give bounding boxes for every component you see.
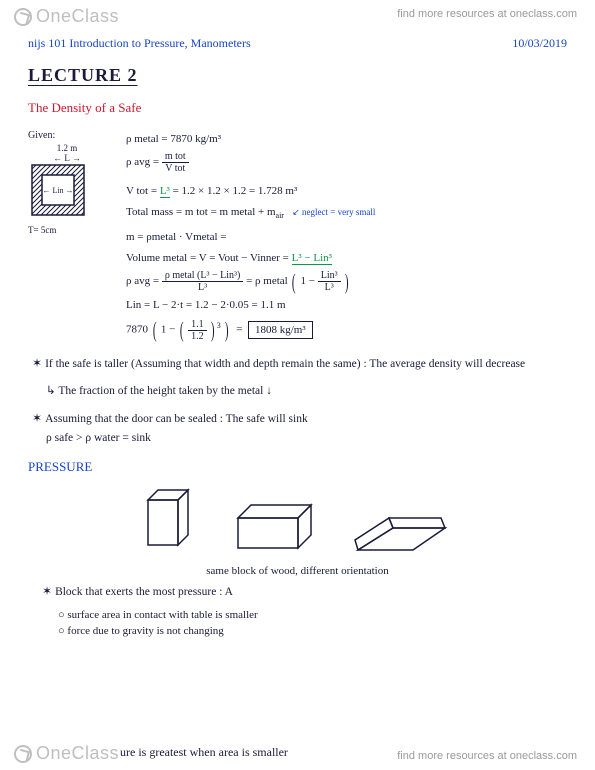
eq-rho-avg: ρ avg = m totV tot xyxy=(126,151,567,174)
dim-L: L xyxy=(64,153,69,163)
dim-T: T= 5cm xyxy=(28,225,106,235)
eq-m: m = ρmetal · Vmetal = xyxy=(126,228,567,246)
lecture-topic: Introduction to Pressure, Manometers xyxy=(69,36,250,50)
blocks-caption: same block of wood, different orientatio… xyxy=(28,565,567,577)
blocks-diagram xyxy=(28,485,567,555)
pressure-bullet-1: surface area in contact with table is sm… xyxy=(58,607,567,623)
block-c-icon xyxy=(353,510,453,555)
note-fraction: The fraction of the height taken by the … xyxy=(46,383,567,400)
safe-diagram: Given: 1.2 m ← L → ← Lin → T= 5cm xyxy=(28,130,106,235)
section-pressure: PRESSURE xyxy=(28,459,567,475)
eq-vtot: V tot = L³ = 1.2 × 1.2 × 1.2 = 1.728 m³ xyxy=(126,182,567,200)
equations: ρ metal = 7870 kg/m³ ρ avg = m totV tot … xyxy=(126,130,567,345)
pressure-note-1: Block that exerts the most pressure : A xyxy=(42,583,567,601)
page-header: nijs 101 Introduction to Pressure, Manom… xyxy=(28,36,567,51)
course-code: nijs 101 xyxy=(28,36,66,50)
page-content: nijs 101 Introduction to Pressure, Manom… xyxy=(0,0,595,679)
brand-text: OneClass xyxy=(36,743,119,764)
header-left: nijs 101 Introduction to Pressure, Manom… xyxy=(28,36,251,51)
note-sink-eq: ρ safe > ρ water = sink xyxy=(46,430,567,447)
svg-text:← Lin →: ← Lin → xyxy=(42,186,73,195)
final-answer: 1808 kg/m³ xyxy=(248,321,313,339)
logo-icon xyxy=(14,8,32,26)
dim-top: 1.2 m xyxy=(28,143,106,153)
eq-mtot: Total mass = m tot = m metal + mair ↙ ne… xyxy=(126,203,567,225)
brand-text: OneClass xyxy=(36,6,119,27)
eq-rho-metal: ρ metal = 7870 kg/m³ xyxy=(126,130,567,148)
header-date: 10/03/2019 xyxy=(512,36,567,51)
eq-final: 7870 ( 1 − ( 1.11.2 )3 ) = 1808 kg/m³ xyxy=(126,317,567,342)
cutoff-text: ure is greatest when area is smaller xyxy=(120,745,288,760)
block-b-icon xyxy=(233,500,323,555)
safe-svg: ← Lin → xyxy=(28,163,90,221)
section-density: The Density of a Safe xyxy=(28,100,567,116)
eq-rhoavg2: ρ avg = ρ metal (L³ − Lin³)L³ = ρ metal … xyxy=(126,270,567,293)
block-a-icon xyxy=(143,485,203,555)
note-taller: If the safe is taller (Assuming that wid… xyxy=(32,355,567,373)
eq-lin: Lin = L − 2·t = 1.2 − 2·0.05 = 1.1 m xyxy=(126,296,567,314)
logo-icon xyxy=(14,745,32,763)
watermark-bottom: OneClass xyxy=(14,743,119,764)
watermark-top: OneClass xyxy=(14,6,119,27)
note-sink: Assuming that the door can be sealed : T… xyxy=(32,410,567,428)
resource-link-top[interactable]: find more resources at oneclass.com xyxy=(397,8,577,20)
lecture-title: LECTURE 2 xyxy=(28,65,567,86)
eq-vmetal: Volume metal = V = Vout − Vinner = L³ − … xyxy=(126,249,567,267)
pressure-bullet-2: force due to gravity is not changing xyxy=(58,623,567,639)
resource-link-bot[interactable]: find more resources at oneclass.com xyxy=(397,750,577,762)
given-label: Given: xyxy=(28,130,106,141)
